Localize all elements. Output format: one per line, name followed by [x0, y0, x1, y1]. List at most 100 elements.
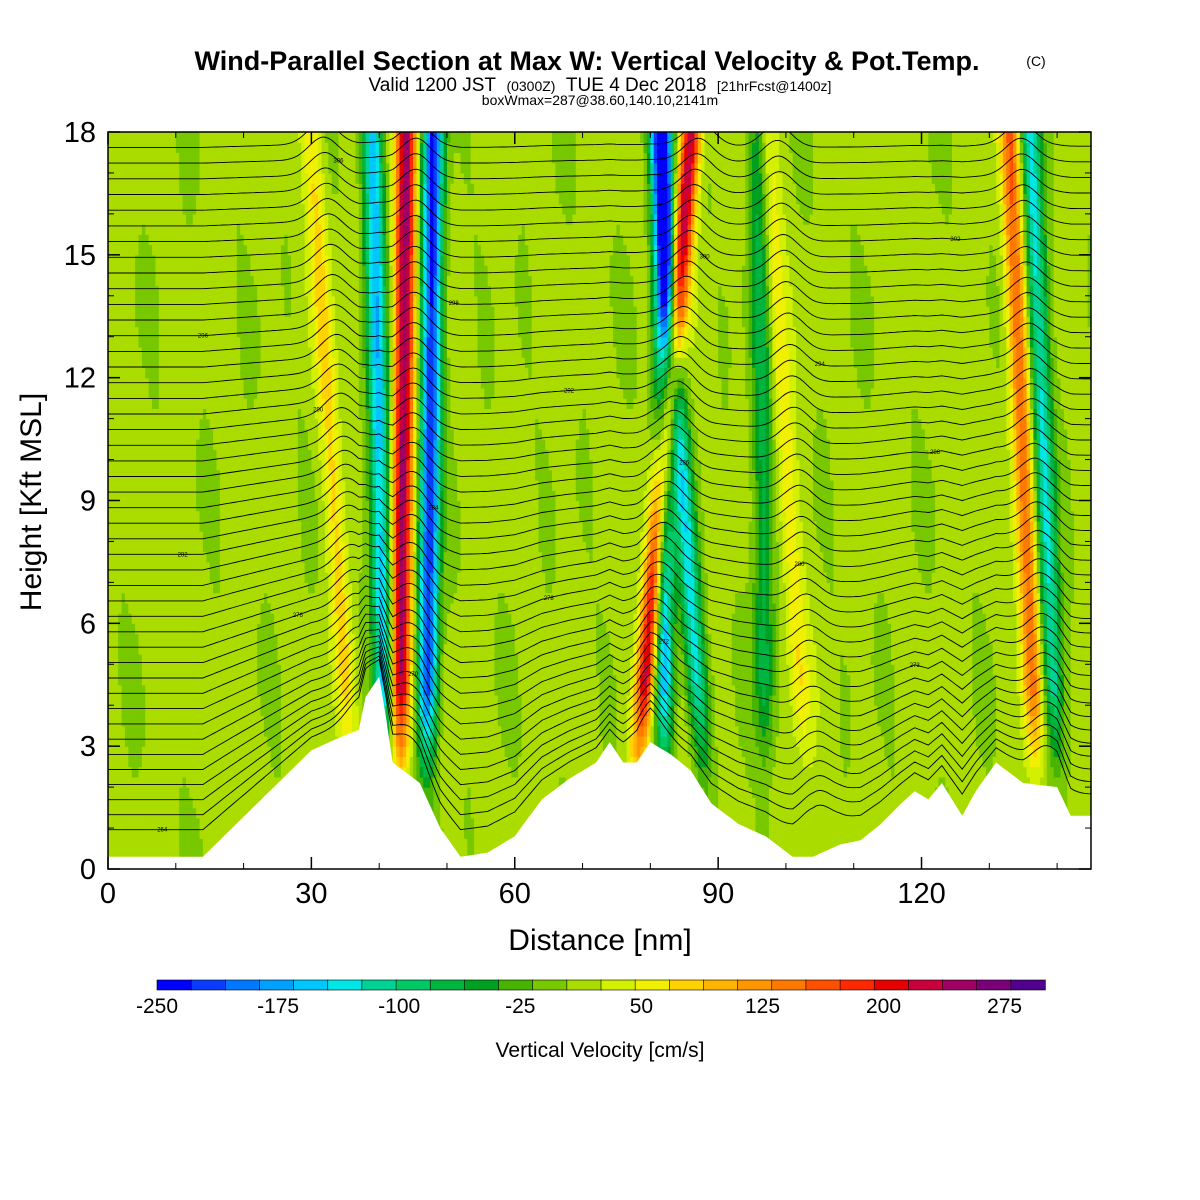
velocity-cell	[440, 623, 445, 635]
velocity-cell	[382, 449, 387, 461]
velocity-cell	[792, 439, 797, 450]
velocity-cell	[108, 817, 180, 829]
velocity-cell	[345, 623, 350, 635]
velocity-cell	[1040, 480, 1045, 491]
chart-title: Wind-Parallel Section at Max W: Vertical…	[195, 46, 980, 76]
velocity-cell	[440, 520, 445, 532]
velocity-cell	[392, 336, 397, 348]
velocity-cell	[358, 265, 363, 276]
velocity-cell	[399, 592, 404, 604]
velocity-cell	[657, 715, 662, 727]
velocity-cell	[840, 684, 851, 696]
velocity-cell	[443, 316, 448, 328]
velocity-cell	[396, 561, 401, 573]
velocity-cell	[382, 582, 387, 594]
velocity-cell	[762, 684, 767, 696]
velocity-cell	[433, 326, 438, 338]
velocity-cell	[850, 326, 875, 338]
velocity-cell	[108, 756, 129, 768]
velocity-cell	[1026, 295, 1031, 307]
velocity-cell	[385, 224, 390, 235]
velocity-cell	[697, 244, 746, 256]
velocity-cell	[416, 306, 421, 317]
velocity-cell	[667, 316, 672, 328]
velocity-cell	[646, 715, 651, 727]
velocity-cell	[352, 602, 360, 614]
velocity-cell	[670, 285, 675, 297]
velocity-cell	[1023, 520, 1031, 532]
velocity-cell	[379, 531, 384, 543]
velocity-cell	[833, 500, 912, 512]
velocity-cell	[477, 357, 496, 369]
velocity-cell	[752, 510, 757, 522]
velocity-cell	[446, 336, 479, 348]
velocity-cell	[436, 746, 441, 758]
velocity-cell	[1046, 766, 1055, 778]
velocity-cell	[1029, 449, 1034, 461]
velocity-cell	[640, 746, 645, 758]
velocity-cell	[389, 244, 394, 256]
velocity-cell	[335, 469, 340, 481]
velocity-cell	[1040, 776, 1048, 788]
velocity-cell	[792, 285, 851, 297]
velocity-cell	[789, 377, 797, 389]
velocity-cell	[318, 367, 323, 379]
velocity-cell	[108, 326, 140, 338]
velocity-cell	[382, 275, 387, 287]
velocity-cell	[741, 306, 750, 317]
velocity-cell	[1040, 306, 1045, 317]
velocity-cell	[1016, 613, 1021, 624]
velocity-cell	[691, 551, 696, 563]
velocity-cell	[450, 367, 482, 379]
velocity-cell	[785, 592, 790, 604]
velocity-cell	[108, 551, 207, 563]
velocity-cell	[755, 449, 760, 461]
velocity-cell	[911, 439, 926, 450]
velocity-cell	[423, 275, 428, 287]
velocity-cell	[1029, 684, 1038, 696]
velocity-cell	[755, 623, 760, 635]
velocity-cell	[108, 694, 123, 706]
velocity-cell	[331, 326, 336, 338]
velocity-cell	[765, 510, 770, 522]
velocity-cell	[108, 828, 180, 839]
velocity-cell	[392, 602, 397, 614]
velocity-cell	[1033, 275, 1041, 287]
velocity-cell	[691, 756, 696, 768]
velocity-cell	[362, 346, 367, 358]
velocity-cell	[446, 469, 458, 481]
velocity-cell	[758, 551, 763, 563]
velocity-cell	[755, 572, 760, 583]
velocity-cell	[372, 469, 377, 481]
velocity-cell	[1029, 275, 1034, 287]
velocity-cell	[589, 551, 594, 563]
velocity-cell	[677, 735, 689, 747]
velocity-cell	[402, 572, 407, 583]
velocity-cell	[1033, 541, 1038, 553]
velocity-cell	[755, 265, 763, 276]
velocity-cell	[768, 561, 773, 573]
velocity-cell	[1050, 306, 1055, 317]
velocity-cell	[1050, 316, 1055, 328]
velocity-cell	[1063, 602, 1072, 614]
velocity-cell	[372, 674, 377, 686]
velocity-cell	[684, 684, 689, 696]
velocity-cell	[626, 244, 648, 256]
velocity-cell	[396, 654, 401, 665]
velocity-cell	[1050, 275, 1055, 287]
velocity-cell	[477, 336, 496, 348]
velocity-cell	[782, 459, 794, 471]
velocity-cell	[772, 633, 777, 645]
velocity-cell	[399, 316, 404, 328]
velocity-cell	[1036, 664, 1041, 676]
velocity-cell	[768, 551, 773, 563]
velocity-cell	[314, 213, 319, 225]
velocity-cell	[399, 449, 407, 461]
velocity-cell	[650, 459, 658, 471]
velocity-cell	[1023, 398, 1028, 409]
velocity-cell	[640, 531, 645, 543]
velocity-cell	[1063, 684, 1072, 696]
velocity-cell	[975, 725, 997, 737]
velocity-cell	[1050, 725, 1055, 737]
velocity-cell	[328, 572, 333, 583]
